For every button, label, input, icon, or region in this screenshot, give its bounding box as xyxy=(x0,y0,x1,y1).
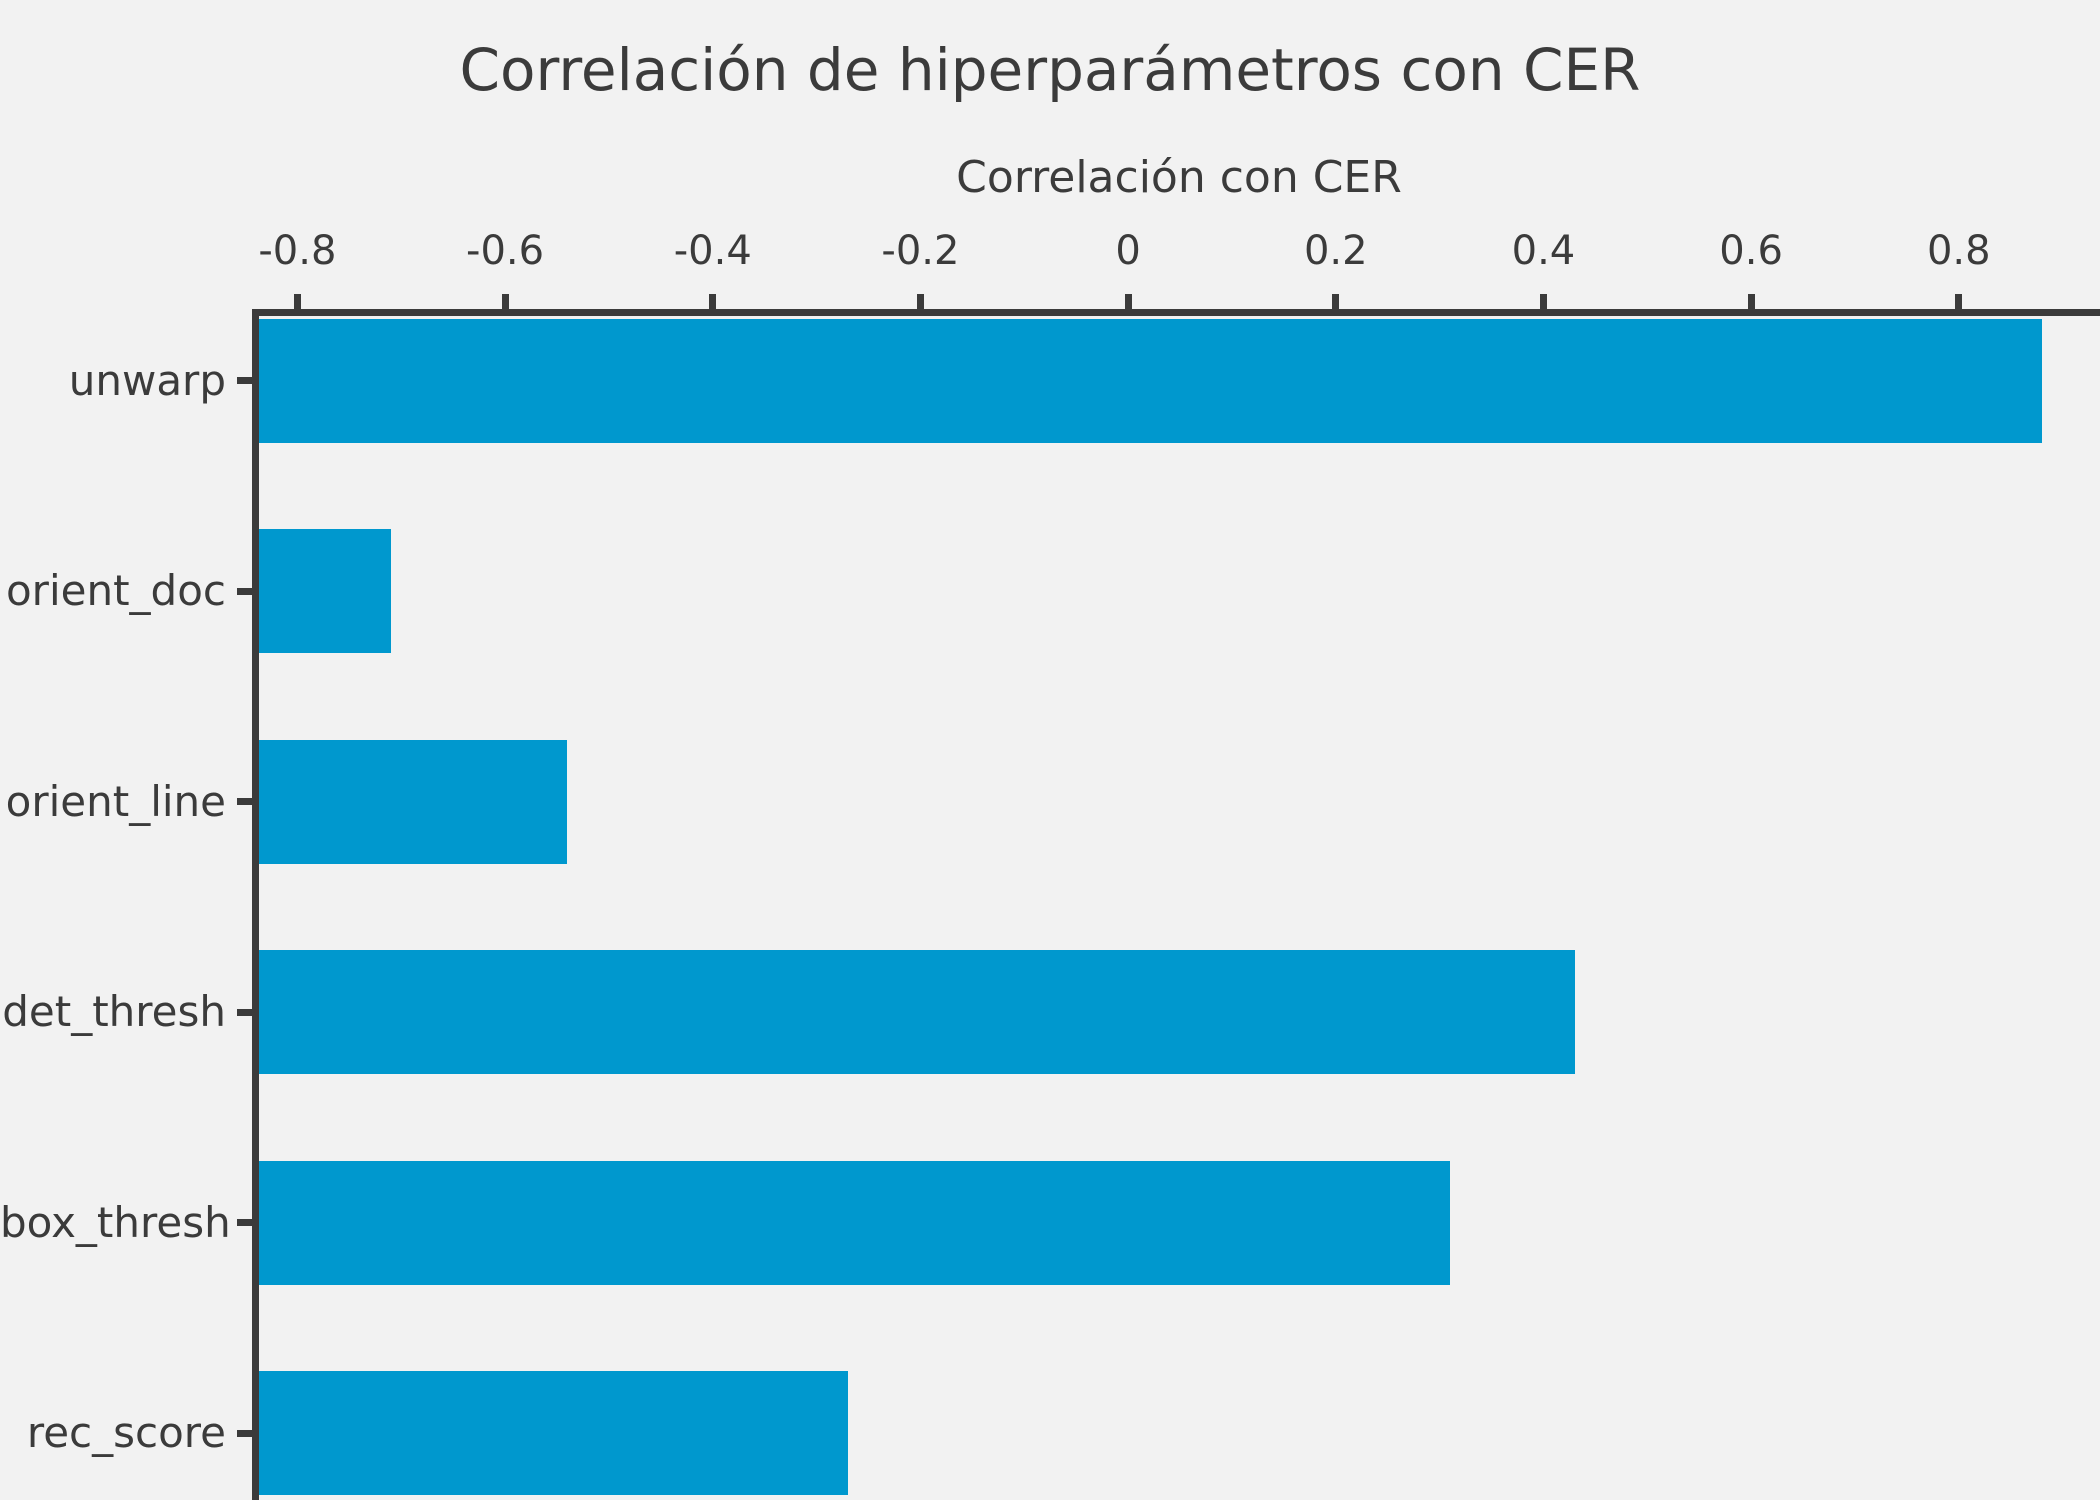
x-tick-label: -0.8 xyxy=(258,228,337,274)
bar-orient_doc xyxy=(259,529,391,653)
chart-title: Correlación de hiperparámetros con CER xyxy=(459,36,1641,104)
y-tick-mark xyxy=(237,1429,252,1437)
x-tick-label: -0.6 xyxy=(466,228,545,274)
x-tick-label: 0.4 xyxy=(1511,228,1576,274)
y-tick-mark xyxy=(237,377,252,384)
x-tick-mark xyxy=(709,294,717,309)
x-axis-title: Correlación con CER xyxy=(956,152,1402,203)
y-axis-label-unwarp: unwarp xyxy=(68,355,226,405)
x-tick-label: 0 xyxy=(1115,228,1141,274)
x-tick-mark xyxy=(1332,294,1340,309)
x-tick-label: -0.2 xyxy=(881,228,960,274)
y-axis-label-box_thresh: box_thresh xyxy=(0,1197,231,1247)
bar-det_thresh xyxy=(259,950,1575,1074)
bar-box_thresh xyxy=(259,1160,1450,1285)
bar-orient_line xyxy=(259,739,568,864)
x-tick-mark xyxy=(1539,294,1547,309)
x-tick-label: 0.8 xyxy=(1926,228,1991,274)
y-tick-mark xyxy=(237,798,252,805)
y-tick-mark xyxy=(237,587,252,595)
x-tick-label: -0.4 xyxy=(673,228,752,274)
x-axis-spine xyxy=(252,309,2100,316)
y-tick-mark xyxy=(237,1008,252,1016)
x-tick-mark xyxy=(1955,294,1963,309)
y-axis-spine xyxy=(252,309,259,1500)
y-axis-label-orient_doc: orient_doc xyxy=(5,566,226,615)
x-tick-mark xyxy=(1747,294,1755,309)
bar-unwarp xyxy=(259,318,2042,443)
x-tick-label: 0.2 xyxy=(1303,228,1368,274)
y-axis-label-rec_score: rec_score xyxy=(26,1408,226,1457)
x-tick-mark xyxy=(916,294,924,309)
x-tick-mark xyxy=(501,294,509,309)
y-axis-label-orient_line: orient_line xyxy=(5,776,226,826)
x-tick-mark xyxy=(293,294,301,309)
x-tick-label: 0.6 xyxy=(1719,228,1783,274)
y-tick-mark xyxy=(237,1219,252,1226)
bar-rec_score xyxy=(259,1371,848,1495)
x-tick-mark xyxy=(1124,294,1132,309)
y-axis-label-det_thresh: det_thresh xyxy=(2,987,226,1036)
